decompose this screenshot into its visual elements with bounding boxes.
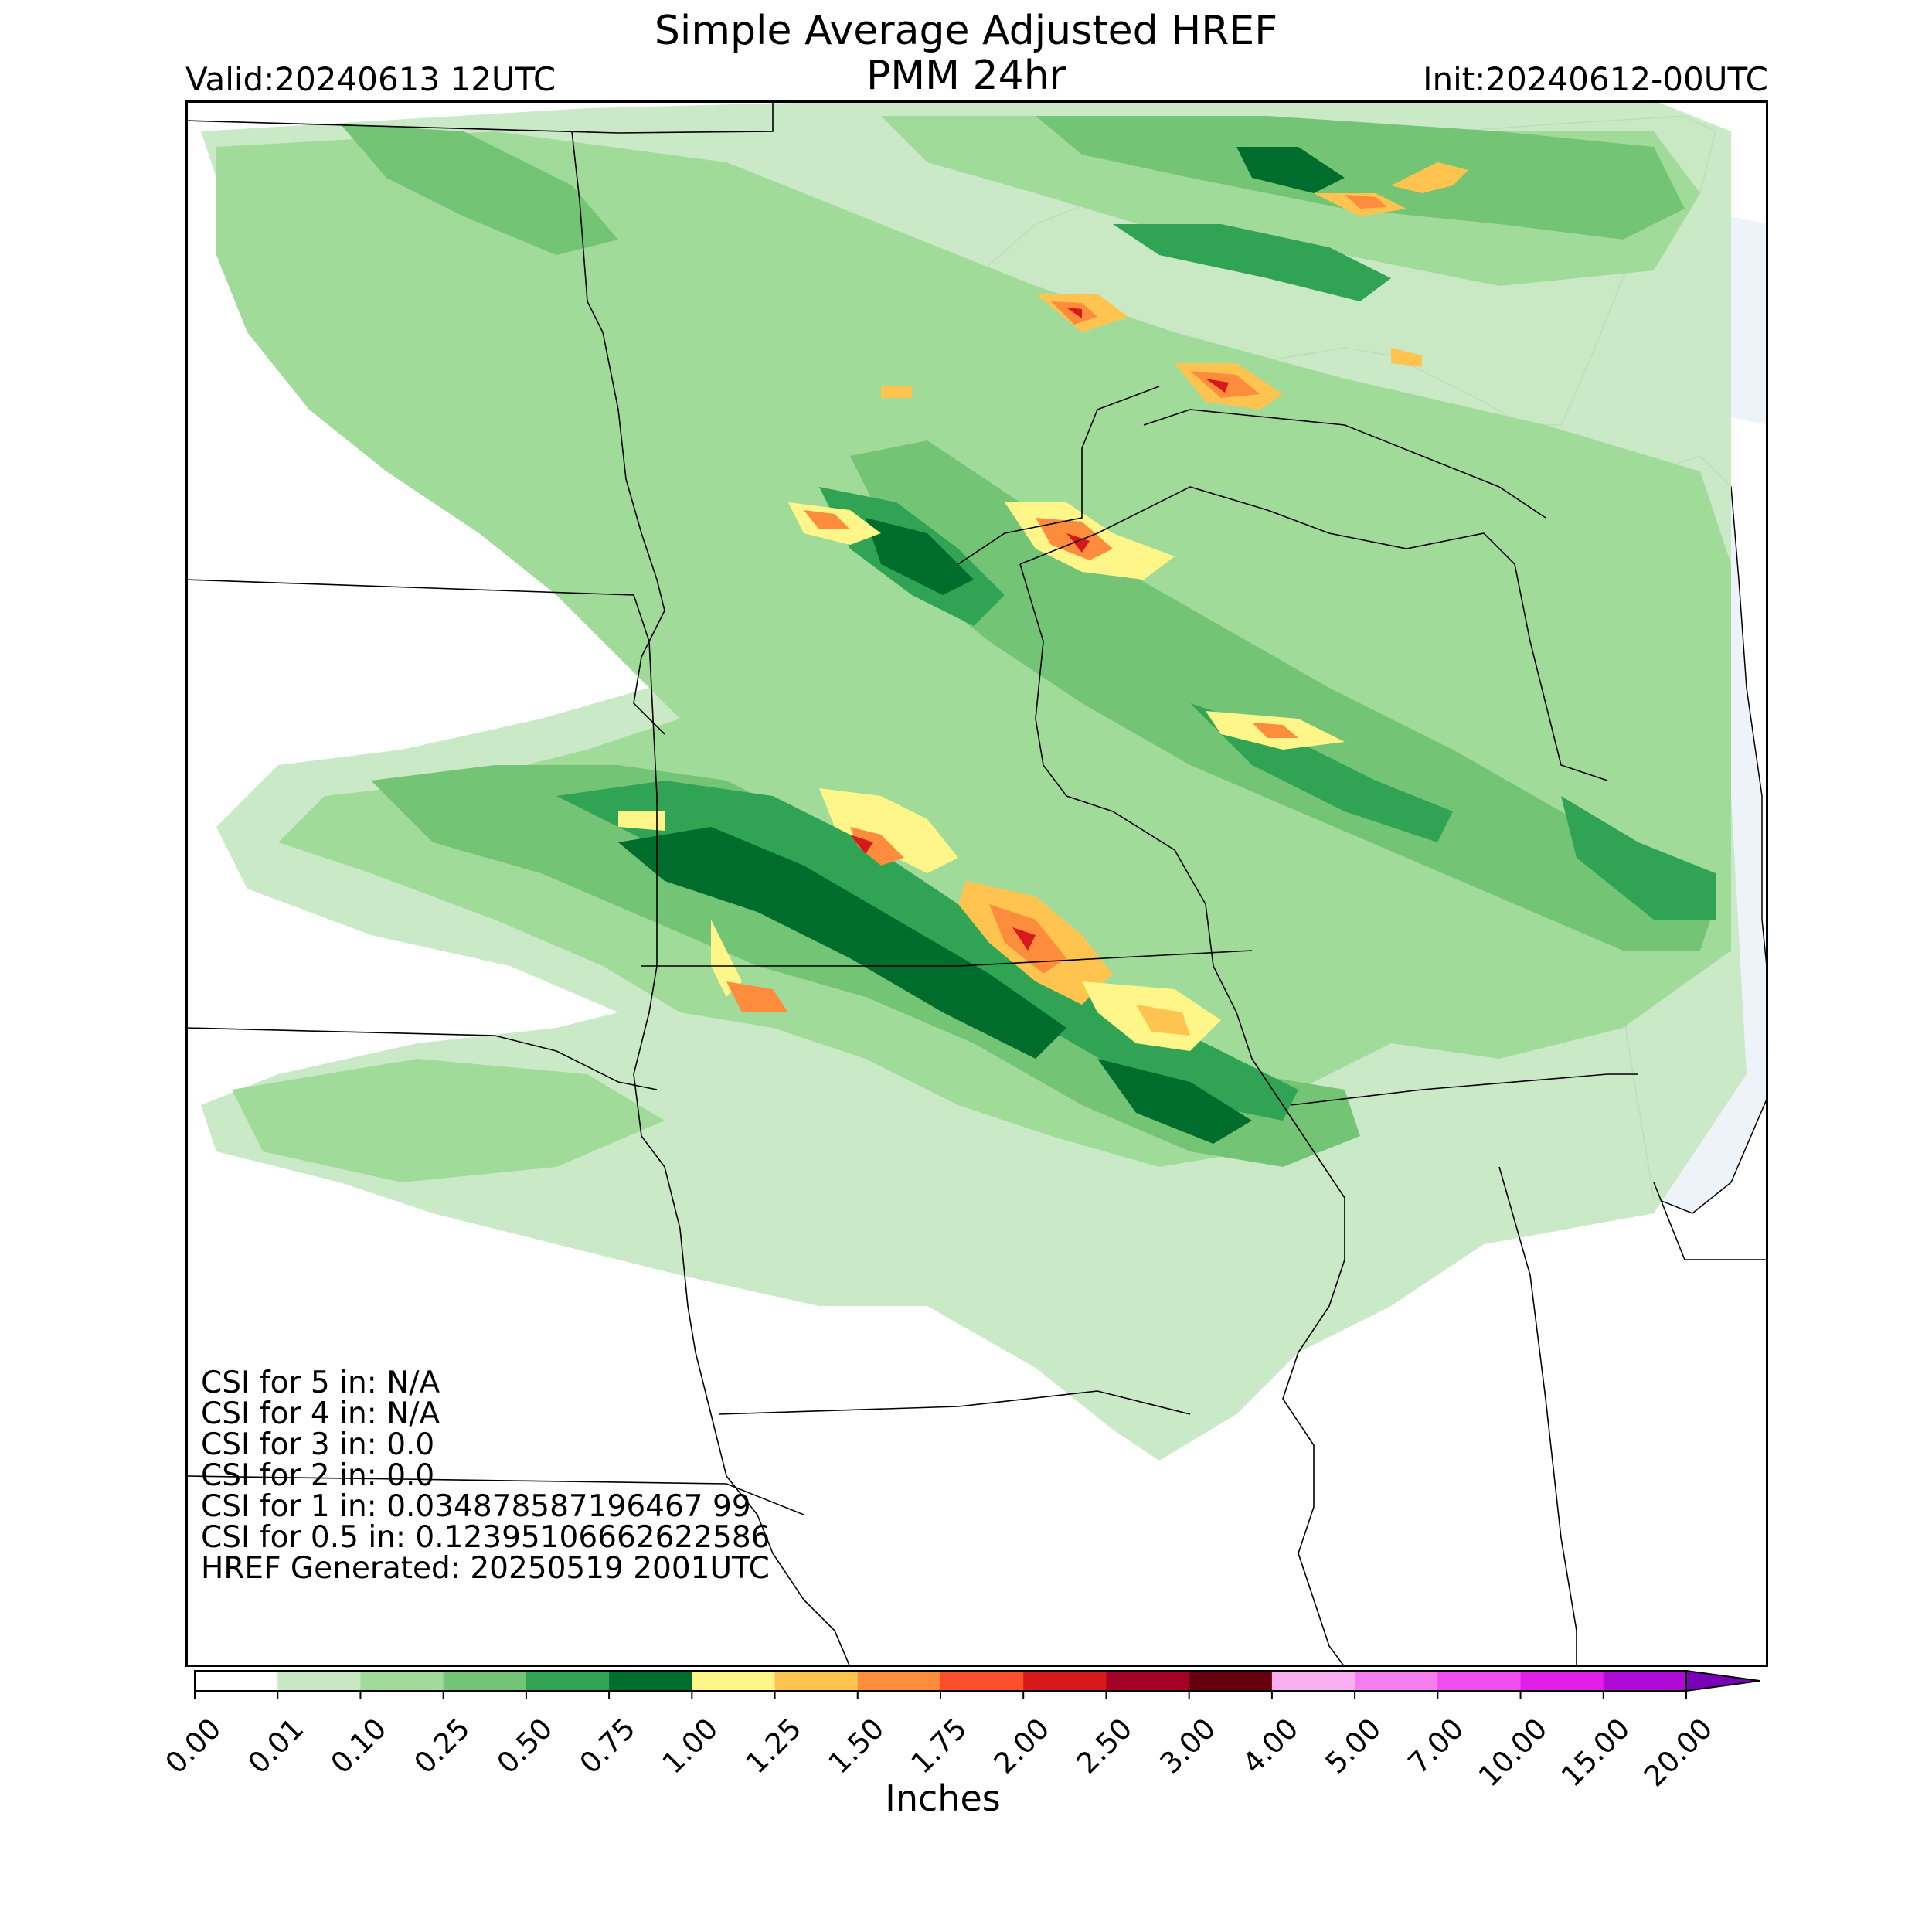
colorbar-swatch — [1520, 1671, 1604, 1691]
state-boundaries — [185, 100, 1768, 1667]
stat-line: HREF Generated: 20250519 2001UTC — [201, 1551, 770, 1586]
colorbar-swatch — [692, 1671, 776, 1691]
colorbar-extend-arrow — [1685, 1669, 1760, 1692]
lake-winnebago-edge — [1731, 216, 1768, 425]
colorbar-swatch — [609, 1671, 692, 1691]
colorbar-swatches — [194, 1669, 1760, 1699]
colorbar-swatch — [1271, 1671, 1355, 1691]
stat-line: CSI for 1 in: 0.034878587196467 99 — [201, 1489, 751, 1524]
colorbar-swatch — [526, 1671, 610, 1691]
colorbar-swatch — [1355, 1671, 1438, 1691]
colorbar — [193, 1669, 1767, 1824]
valid-time-label: Valid:20240613 12UTC — [185, 60, 556, 98]
stat-line: CSI for 5 in: N/A — [201, 1366, 440, 1400]
colorbar-swatch — [277, 1671, 361, 1691]
colorbar-swatch — [774, 1671, 859, 1691]
stat-line: CSI for 2 in: 0.0 — [201, 1458, 435, 1493]
precip-dark-band — [618, 147, 1345, 1144]
stat-line: CSI for 0.5 in: 0.12395106662622586 — [201, 1520, 770, 1555]
colorbar-swatch — [1603, 1671, 1687, 1691]
map-title-line1: Simple Average Adjusted HREF — [654, 8, 1278, 54]
colorbar-swatch — [1023, 1671, 1107, 1691]
map-border — [185, 100, 1768, 1667]
verification-stats: CSI for 5 in: N/A CSI for 4 in: N/A CSI … — [201, 1368, 770, 1584]
stat-line: CSI for 3 in: 0.0 — [201, 1427, 435, 1462]
precipitation-map — [185, 100, 1768, 1667]
init-time-label: Init:20240612-00UTC — [1423, 60, 1768, 98]
precip-heavy-cores — [618, 162, 1468, 1051]
colorbar-swatch — [360, 1671, 444, 1691]
map-canvas — [185, 100, 1768, 1667]
colorbar-swatch — [443, 1671, 527, 1691]
map-title-line2: PMM 24hr — [866, 53, 1066, 99]
stat-line: CSI for 4 in: N/A — [201, 1396, 440, 1431]
colorbar-swatch — [857, 1671, 941, 1691]
colorbar-swatch — [1437, 1671, 1522, 1691]
colorbar-swatch — [195, 1671, 278, 1691]
colorbar-swatch — [940, 1671, 1024, 1691]
colorbar-label: Inches — [885, 1777, 1001, 1819]
colorbar-swatch — [1106, 1671, 1190, 1691]
colorbar-swatch — [1189, 1671, 1273, 1691]
